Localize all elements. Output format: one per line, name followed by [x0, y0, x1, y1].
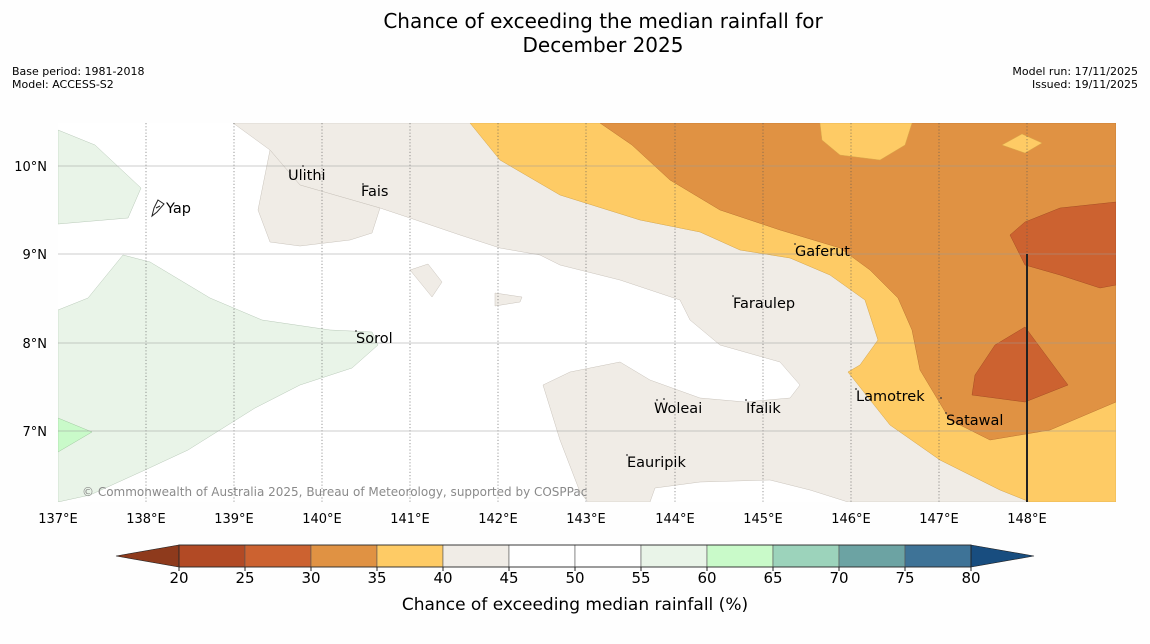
colorbar-tick-label: 80 — [961, 569, 980, 587]
place-woleai: Woleai — [654, 401, 702, 417]
title-line-1: Chance of exceeding the median rainfall … — [383, 9, 823, 33]
place-yap: Yap — [165, 201, 191, 217]
colorbar-tick-label: 65 — [763, 569, 782, 587]
latitude-labels: 10°N 9°N 8°N 7°N — [14, 160, 47, 440]
colorbar-tick-label: 30 — [301, 569, 320, 587]
lon-label-144e: 144°E — [655, 512, 695, 527]
colorbar-swatch-35_40 — [376, 544, 444, 568]
colorbar-swatch-20_25 — [178, 544, 246, 568]
place-sorol: Sorol — [356, 331, 393, 347]
place-eauripik: Eauripik — [627, 455, 686, 471]
lon-label-141e: 141°E — [390, 512, 430, 527]
region-40-45-west — [257, 149, 381, 247]
colorbar-title: Chance of exceeding median rainfall (%) — [402, 595, 748, 615]
colorbar: 20 25 30 35 40 45 50 55 60 65 70 75 80 Chance of exc… — [115, 544, 1035, 615]
colorbar-tick-label: 75 — [895, 569, 914, 587]
yap-island-shape — [151, 199, 165, 218]
region-35-40-hole-a — [819, 123, 913, 161]
colorbar-tick-label: 25 — [235, 569, 254, 587]
colorbar-tick-label: 50 — [565, 569, 584, 587]
lon-label-137e: 137°E — [38, 512, 78, 527]
lon-label-142e: 142°E — [478, 512, 518, 527]
place-satawal: Satawal — [946, 413, 1003, 429]
place-ifalik: Ifalik — [746, 401, 781, 417]
place-lamotrek: Lamotrek — [856, 389, 925, 405]
colorbar-tick-label: 60 — [697, 569, 716, 587]
colorbar-swatch-65_70 — [772, 544, 840, 568]
model-text: Model: ACCESS-S2 — [12, 78, 114, 91]
colorbar-tick-label: 20 — [169, 569, 188, 587]
lon-label-145e: 145°E — [743, 512, 783, 527]
colorbar-tick-label: 45 — [499, 569, 518, 587]
place-gaferut: Gaferut — [795, 244, 850, 260]
region-25-30-south — [971, 326, 1069, 403]
place-ulithi: Ulithi — [288, 168, 326, 184]
colorbar-swatch-75_80 — [904, 544, 972, 568]
colorbar-swatch-50_55 — [574, 544, 642, 568]
latitude-lines — [58, 165, 1116, 432]
colorbar-swatch-45_50 — [508, 544, 576, 568]
colorbar-swatch-55_60 — [640, 544, 708, 568]
lat-label-9n: 9°N — [23, 248, 48, 263]
model-run-text: Model run: 17/11/2025 — [1012, 65, 1138, 78]
lat-label-7n: 7°N — [23, 425, 48, 440]
place-fais: Fais — [361, 184, 388, 200]
lat-label-8n: 8°N — [23, 337, 48, 352]
colorbar-tick-label: 35 — [367, 569, 386, 587]
colorbar-swatches — [115, 544, 1035, 568]
region-60-65 — [58, 417, 93, 453]
lon-label-138e: 138°E — [126, 512, 166, 527]
colorbar-swatch-60_65 — [706, 544, 774, 568]
colorbar-extend-high — [970, 544, 1035, 568]
colorbar-ticks: 20 25 30 35 40 45 50 55 60 65 70 75 80 — [169, 567, 981, 587]
title-line-2: December 2025 — [522, 33, 684, 57]
longitude-labels: 137°E 138°E 139°E 140°E 141°E 142°E 143°… — [38, 512, 1047, 527]
colorbar-tick-label: 55 — [631, 569, 650, 587]
region-55-60-south — [58, 254, 379, 502]
copyright-text: © Commonwealth of Australia 2025, Bureau… — [82, 485, 587, 499]
lon-label-146e: 146°E — [831, 512, 871, 527]
lon-label-140e: 140°E — [302, 512, 342, 527]
place-faraulep: Faraulep — [733, 296, 795, 312]
colorbar-tick-label: 70 — [829, 569, 848, 587]
colorbar-swatch-70_75 — [838, 544, 906, 568]
island-markers — [302, 165, 947, 456]
map-plot-area: Yap Ulithi Fais Gaferut Faraulep Sorol L… — [58, 123, 1116, 502]
lon-label-148e: 148°E — [1007, 512, 1047, 527]
lat-label-10n: 10°N — [14, 160, 47, 175]
meta-left: Base period: 1981-2018 Model: ACCESS-S2 — [12, 65, 144, 91]
region-40-45-main — [232, 123, 1031, 502]
region-55-60-north — [58, 129, 142, 225]
colorbar-tick-label: 40 — [433, 569, 452, 587]
colorbar-extend-low — [115, 544, 180, 568]
colorbar-swatch-30_35 — [310, 544, 378, 568]
colorbar-swatch-25_30 — [244, 544, 312, 568]
lon-label-147e: 147°E — [919, 512, 959, 527]
chart-title: Chance of exceeding the median rainfall … — [0, 9, 1150, 57]
region-35-40-hole-b — [1001, 133, 1043, 154]
lon-label-139e: 139°E — [214, 512, 254, 527]
lon-label-143e: 143°E — [566, 512, 606, 527]
colorbar-swatch-40_45 — [442, 544, 510, 568]
issued-text: Issued: 19/11/2025 — [1031, 78, 1138, 91]
region-25-30-east — [1009, 201, 1116, 289]
meta-right: Model run: 17/11/2025 Issued: 19/11/2025 — [1012, 65, 1138, 91]
base-period-text: Base period: 1981-2018 — [12, 65, 145, 78]
